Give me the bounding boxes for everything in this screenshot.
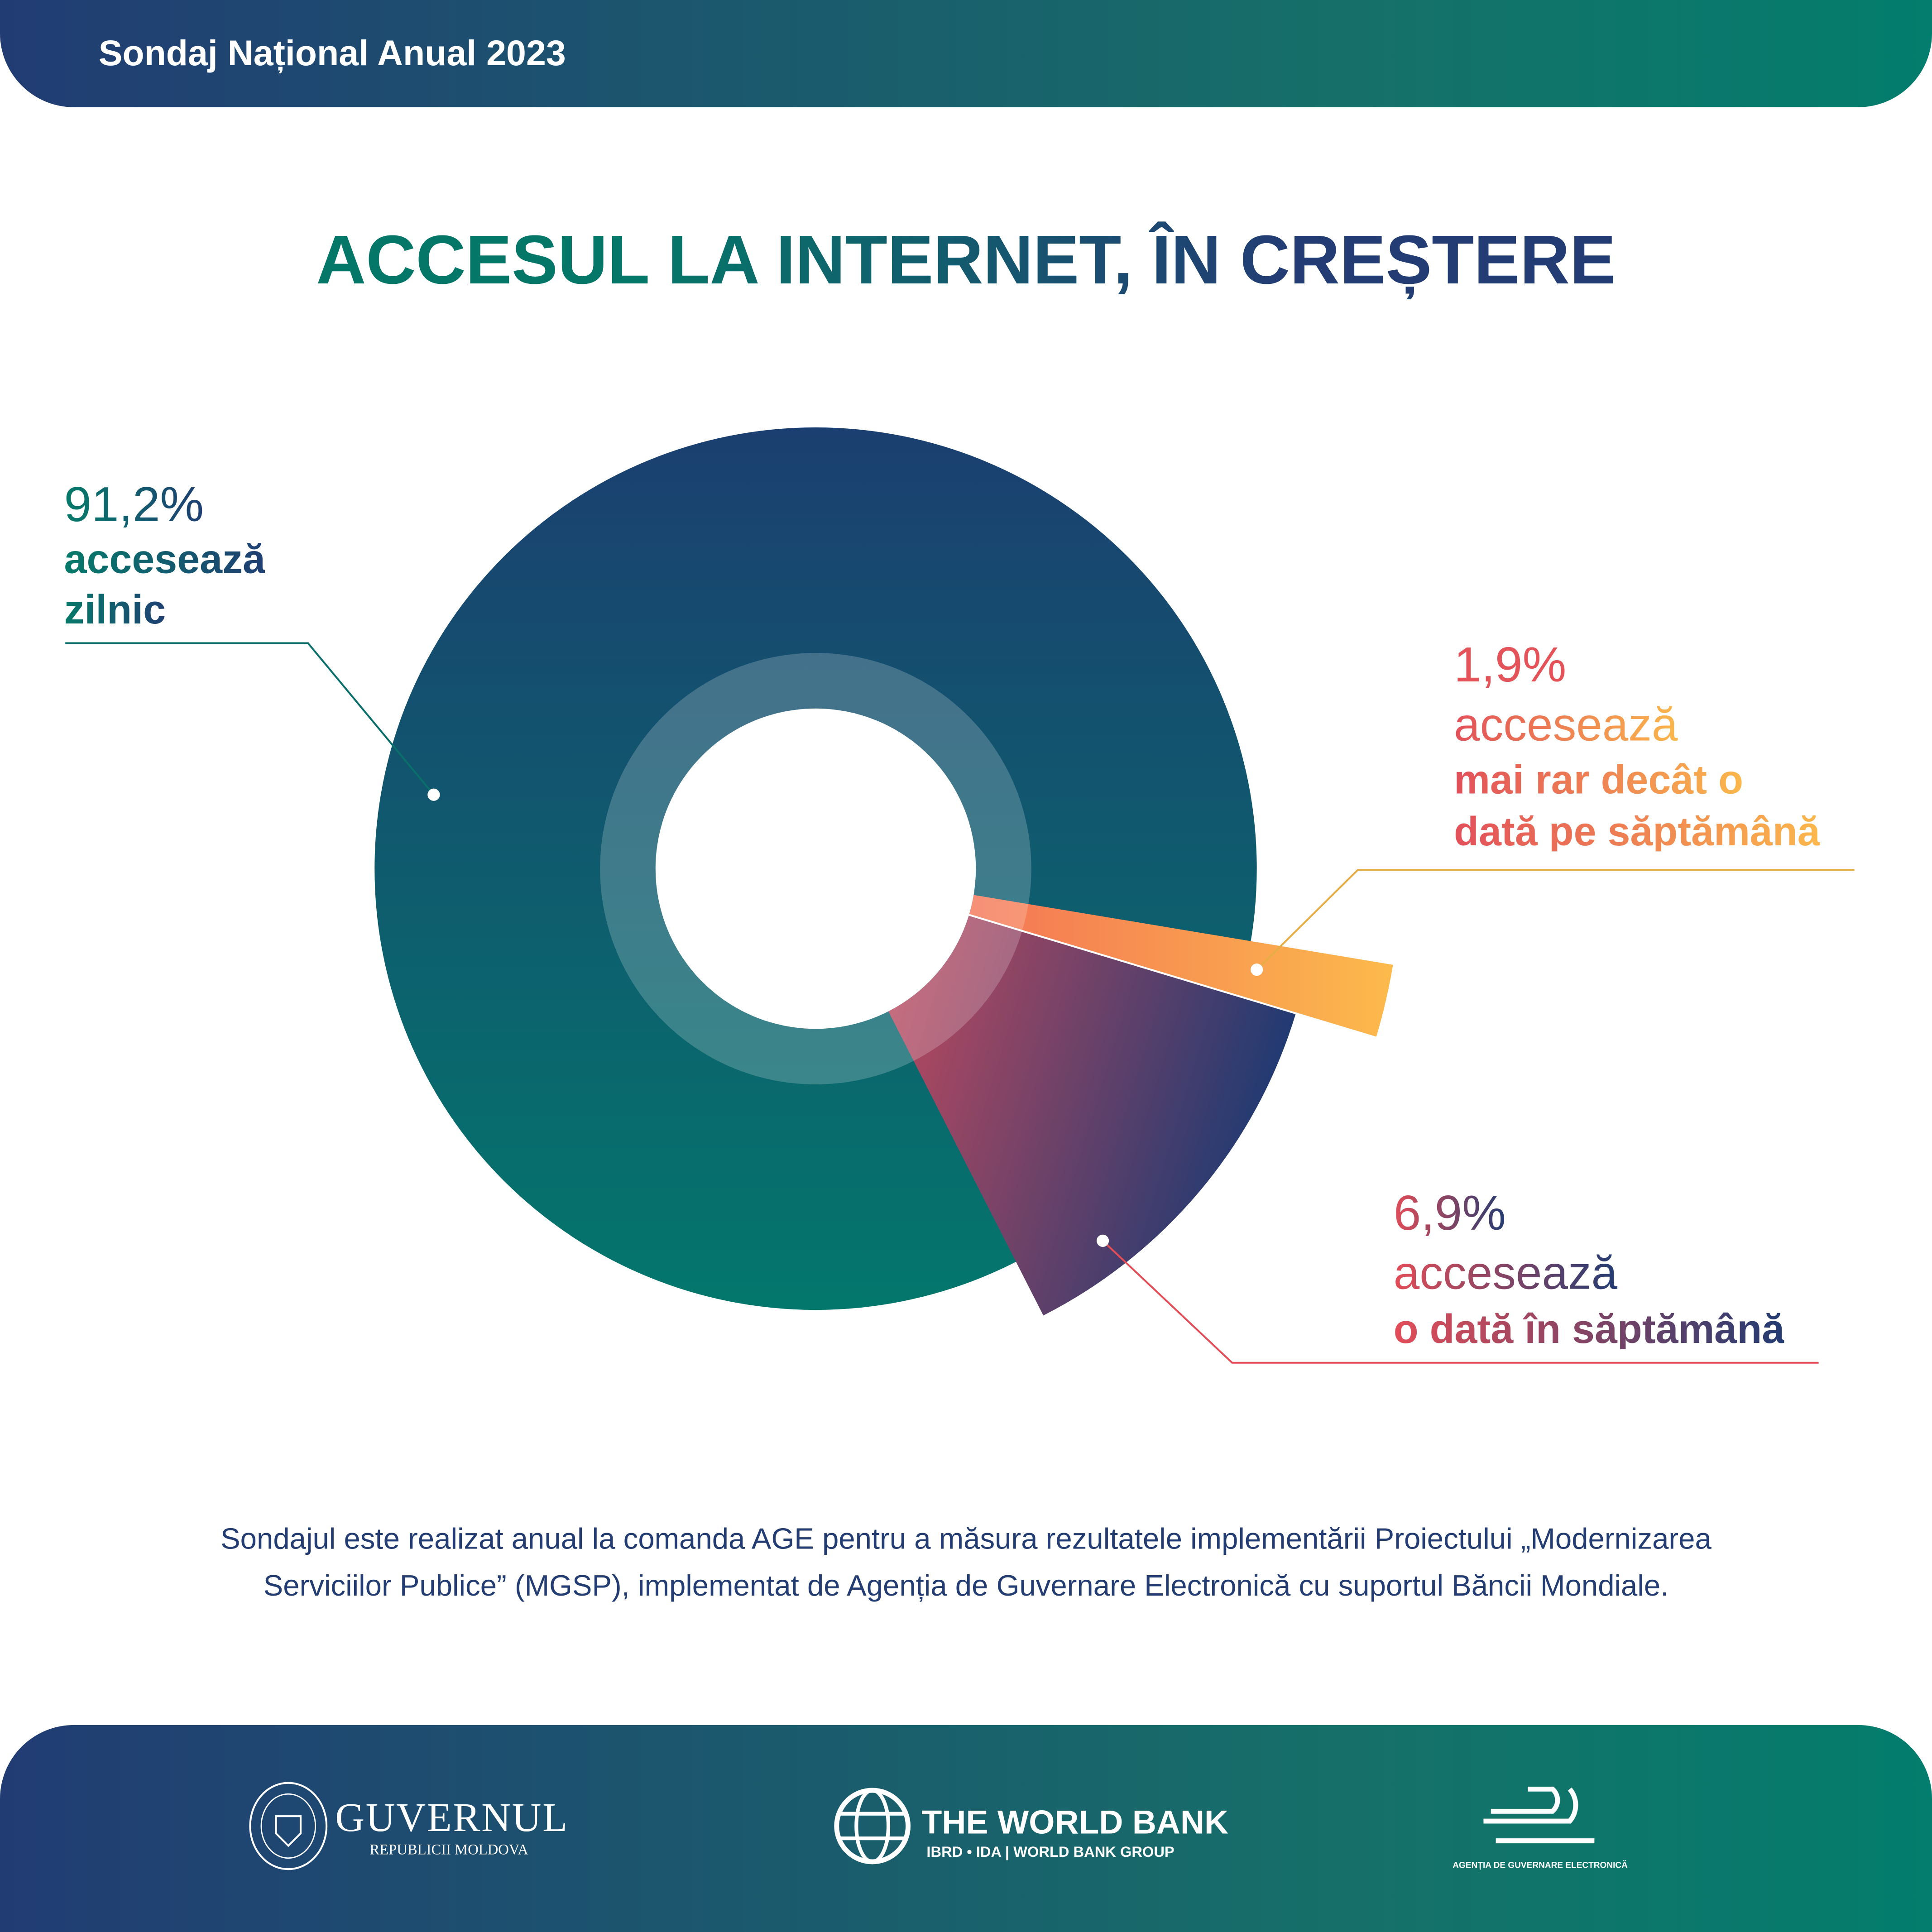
leader-dot-weekly: [1096, 1234, 1109, 1247]
label-rare-line1: accesează: [1454, 700, 1678, 752]
slice-weekly: [888, 915, 1296, 1316]
label-rare-percent: 1,9%: [1454, 638, 1567, 693]
wb-sub: IBRD • IDA | WORLD BANK GROUP: [926, 1843, 1175, 1861]
footer-bar: GUVERNUL REPUBLICII MOLDOVA THE WORLD BA…: [0, 1725, 1932, 1932]
label-weekly-percent: 6,9%: [1393, 1186, 1506, 1241]
world-bank-logo[interactable]: THE WORLD BANK IBRD • IDA | WORLD BANK G…: [833, 1752, 1228, 1872]
leader-daily: [65, 642, 435, 796]
header-bar: Sondaj Național Anual 2023: [0, 0, 1932, 107]
gov-name: GUVERNUL: [335, 1796, 569, 1841]
gov-seal-icon: [249, 1782, 328, 1870]
gov-sub: REPUBLICII MOLDOVA: [369, 1841, 528, 1858]
label-daily-percent: 91,2%: [64, 478, 204, 532]
label-daily-line2: zilnic: [64, 586, 166, 633]
inner-ring: [600, 653, 1031, 1084]
chart-title: ACCESUL LA INTERNET, ÎN CREȘTERE: [0, 219, 1932, 299]
footnote-line1: Sondajul este realizat anual la comanda …: [221, 1523, 1711, 1557]
wb-name: THE WORLD BANK: [921, 1803, 1229, 1841]
wb-sub2: WORLD BANK GROUP: [1013, 1843, 1175, 1861]
slice-rare: [969, 895, 1393, 1038]
footnote-line2: Serviciilor Publice” (MGSP), implementat…: [263, 1569, 1669, 1603]
age-name: AGENȚIA DE GUVERNARE ELECTRONICĂ: [1453, 1861, 1628, 1870]
label-weekly-line1: accesează: [1393, 1248, 1618, 1300]
wb-sub1: IBRD • IDA: [926, 1843, 1001, 1861]
slice-separator: [968, 914, 1376, 1039]
age-emblem-icon: [1483, 1786, 1595, 1844]
globe-icon: [834, 1788, 911, 1865]
chart-title-text: ACCESUL LA INTERNET, ÎN CREȘTERE: [316, 221, 1616, 298]
label-rare-line3: dată pe săptămână: [1454, 808, 1820, 854]
label-rare-line2: mai rar decât o: [1454, 756, 1744, 802]
gov-logo[interactable]: GUVERNUL REPUBLICII MOLDOVA: [246, 1779, 567, 1879]
leader-dot-daily: [427, 788, 440, 801]
header-title: Sondaj Național Anual 2023: [98, 34, 566, 74]
label-daily-line1: accesează: [64, 536, 265, 582]
age-logo[interactable]: AGENȚIA DE GUVERNARE ELECTRONICĂ: [1442, 1786, 1639, 1870]
leader-dot-rare: [1251, 964, 1263, 976]
leader-weekly: [1102, 1240, 1819, 1364]
label-weekly-line2: o dată în săptămână: [1393, 1306, 1785, 1352]
leader-rare: [1256, 869, 1855, 971]
